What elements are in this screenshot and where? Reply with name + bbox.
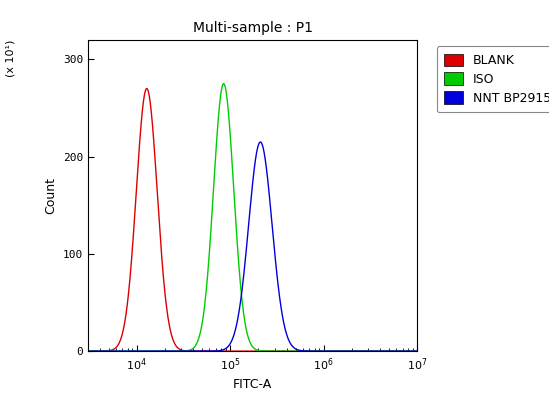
BLANK bbox=[330, 349, 337, 354]
Line: BLANK: BLANK bbox=[88, 89, 417, 351]
ISO bbox=[355, 349, 362, 354]
ISO bbox=[210, 184, 217, 189]
ISO bbox=[299, 349, 305, 354]
Line: NNT BP2915: NNT BP2915 bbox=[88, 142, 417, 351]
BLANK bbox=[299, 349, 305, 354]
NNT BP2915 bbox=[282, 328, 289, 333]
BLANK bbox=[282, 349, 289, 354]
NNT BP2915 bbox=[85, 349, 91, 354]
BLANK bbox=[144, 87, 151, 92]
Text: (x 10¹): (x 10¹) bbox=[5, 40, 15, 77]
Y-axis label: Count: Count bbox=[44, 177, 57, 214]
ISO bbox=[144, 349, 151, 354]
Legend: BLANK, ISO, NNT BP2915: BLANK, ISO, NNT BP2915 bbox=[436, 46, 549, 112]
BLANK bbox=[210, 349, 217, 354]
BLANK bbox=[143, 86, 150, 91]
NNT BP2915 bbox=[414, 349, 421, 354]
NNT BP2915 bbox=[355, 349, 362, 354]
NNT BP2915 bbox=[257, 140, 264, 144]
ISO bbox=[282, 349, 289, 354]
NNT BP2915 bbox=[210, 349, 217, 354]
BLANK bbox=[355, 349, 362, 354]
BLANK bbox=[85, 349, 91, 354]
ISO bbox=[330, 349, 337, 354]
ISO bbox=[85, 349, 91, 354]
Line: ISO: ISO bbox=[88, 84, 417, 351]
NNT BP2915 bbox=[330, 349, 337, 354]
X-axis label: FITC-A: FITC-A bbox=[233, 378, 272, 391]
NNT BP2915 bbox=[144, 349, 151, 354]
ISO bbox=[220, 81, 227, 86]
ISO bbox=[414, 349, 421, 354]
Title: Multi-sample : P1: Multi-sample : P1 bbox=[193, 21, 312, 35]
NNT BP2915 bbox=[299, 348, 305, 353]
BLANK bbox=[414, 349, 421, 354]
